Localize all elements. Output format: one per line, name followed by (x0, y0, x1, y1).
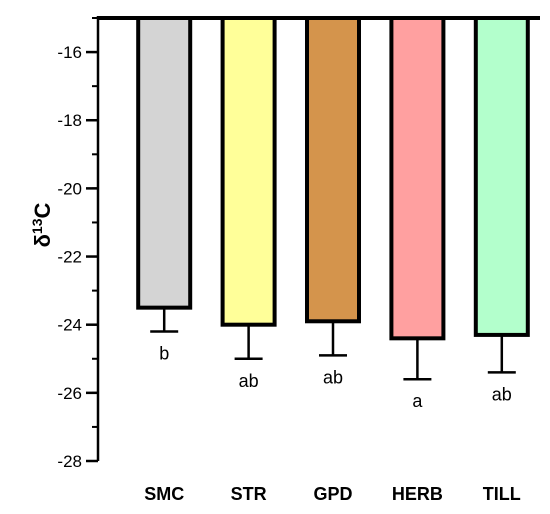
bar-str (220, 16, 277, 327)
x-tick-label-gpd: GPD (313, 484, 352, 504)
significance-label-str: ab (239, 371, 259, 391)
y-axis-label: δ13C (29, 202, 55, 247)
y-tick-label: -24 (57, 316, 82, 335)
significance-label-smc: b (159, 344, 169, 364)
bar-smc (136, 16, 193, 310)
x-tick-label-herb: HERB (392, 484, 443, 504)
y-axis-label-main: δ (30, 234, 55, 247)
y-tick-label: -28 (57, 452, 82, 471)
bar-herb (389, 16, 446, 341)
axes-group: SMC STR GPD HERB TILL -16 -18 -20 -22 -24 -26 -28 (57, 16, 540, 504)
x-tick-label-str: STR (231, 484, 267, 504)
significance-label-gpd: ab (323, 367, 343, 387)
y-tick-label: -22 (57, 248, 82, 267)
x-tick-label-till: TILL (483, 484, 521, 504)
y-axis-label-suffix: C (30, 202, 55, 218)
bars-group: b ab ab a ab (136, 16, 530, 411)
y-tick-label: -20 (57, 179, 82, 198)
y-axis-label-superscript: 13 (29, 218, 45, 234)
significance-label-herb: a (412, 391, 423, 411)
y-tick-label: -18 (57, 111, 82, 130)
bar-gpd (305, 16, 361, 324)
significance-label-till: ab (492, 384, 512, 404)
x-tick-label-smc: SMC (144, 484, 184, 504)
bar-till (473, 16, 530, 337)
y-tick-label: -26 (57, 384, 82, 403)
y-tick-label: -16 (57, 43, 82, 62)
